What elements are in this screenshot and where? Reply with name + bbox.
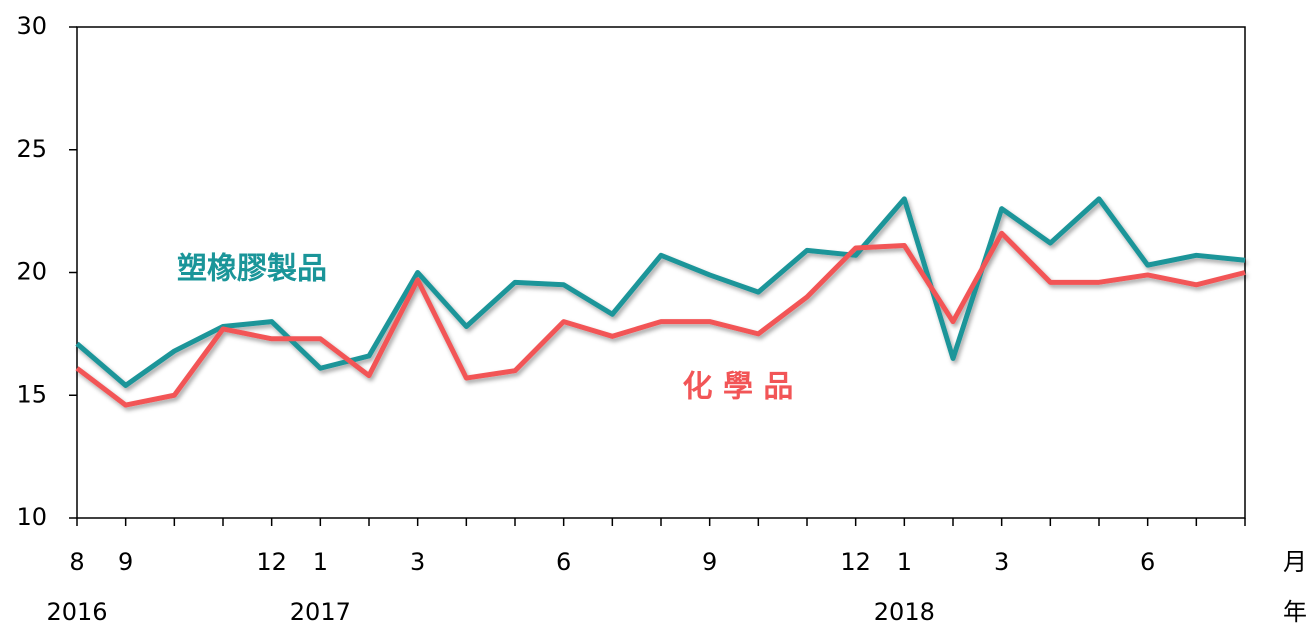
x-tick-label: 9	[118, 548, 133, 576]
y-tick-label: 30	[16, 12, 47, 40]
x-tick-label: 6	[556, 548, 571, 576]
y-tick-label: 25	[16, 135, 47, 163]
x-tick-label: 6	[1140, 548, 1155, 576]
x-tick-label: 1	[313, 548, 328, 576]
y-tick-label: 15	[16, 380, 47, 408]
series-line	[75, 196, 1246, 388]
y-tick-label: 20	[16, 258, 47, 286]
x-tick-label: 12	[840, 548, 871, 576]
year-label: 2017	[290, 598, 351, 624]
year-label: 2018	[874, 598, 935, 624]
series-label: 塑橡膠製品	[177, 252, 327, 287]
series-label: 化 學 品	[683, 370, 794, 405]
x-unit-label: 月	[1283, 548, 1307, 576]
lines	[75, 196, 1246, 408]
series-line	[75, 230, 1246, 408]
x-tick-label: 3	[410, 548, 425, 576]
x-tick-label: 12	[256, 548, 287, 576]
x-tick-label: 8	[69, 548, 84, 576]
x-tick-label: 3	[994, 548, 1009, 576]
year-label: 2016	[46, 598, 107, 624]
x-tick-label: 9	[702, 548, 717, 576]
y-tick-label: 10	[16, 503, 47, 531]
x-tick-label: 1	[897, 548, 912, 576]
x-unit-label: 年	[1283, 598, 1307, 624]
